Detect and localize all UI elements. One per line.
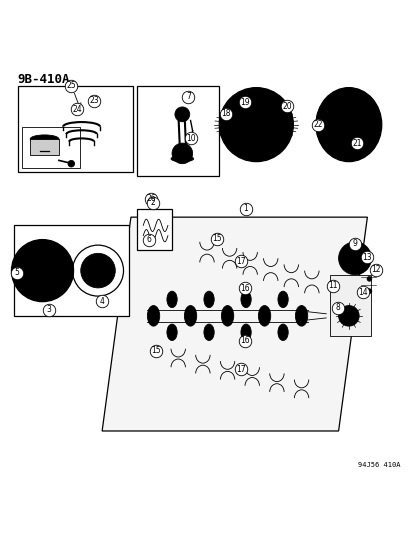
Text: 16: 16 [240, 284, 249, 293]
Circle shape [172, 143, 192, 164]
Text: 6: 6 [147, 235, 152, 244]
Circle shape [241, 127, 247, 134]
Text: 18: 18 [220, 109, 230, 118]
Text: 5: 5 [14, 268, 19, 277]
Text: 11: 11 [328, 281, 337, 290]
Ellipse shape [315, 92, 373, 158]
Circle shape [344, 248, 347, 251]
Ellipse shape [30, 135, 59, 143]
Text: 9: 9 [352, 239, 356, 248]
Text: 15: 15 [212, 235, 221, 244]
Circle shape [365, 256, 368, 260]
Text: 26: 26 [146, 194, 156, 203]
Circle shape [343, 311, 353, 321]
Text: 3: 3 [46, 305, 51, 314]
Circle shape [353, 269, 356, 272]
Circle shape [264, 127, 271, 134]
Text: 17: 17 [236, 257, 245, 265]
Circle shape [353, 244, 356, 248]
Circle shape [89, 262, 107, 280]
Ellipse shape [321, 110, 366, 139]
Circle shape [366, 289, 371, 294]
Text: 21: 21 [351, 139, 361, 148]
Ellipse shape [277, 324, 287, 341]
Bar [137, 86, 219, 176]
Text: 16: 16 [240, 336, 249, 345]
Circle shape [247, 115, 265, 134]
Circle shape [219, 87, 293, 161]
Text: 17: 17 [236, 365, 245, 374]
Ellipse shape [204, 291, 214, 308]
Ellipse shape [221, 305, 233, 326]
Ellipse shape [171, 156, 193, 162]
Circle shape [346, 250, 362, 266]
Circle shape [18, 246, 67, 295]
Circle shape [241, 116, 247, 122]
Circle shape [338, 305, 358, 326]
Text: 20: 20 [282, 102, 291, 111]
Ellipse shape [204, 324, 214, 341]
Text: 22: 22 [313, 120, 322, 129]
Text: 19: 19 [240, 98, 249, 107]
Ellipse shape [184, 305, 196, 326]
Bar [330, 274, 370, 336]
Text: 94J56 410A: 94J56 410A [357, 462, 399, 468]
Ellipse shape [328, 114, 360, 135]
Circle shape [34, 262, 51, 279]
Text: 25: 25 [66, 81, 76, 90]
Text: 23: 23 [89, 96, 98, 106]
Polygon shape [102, 217, 366, 431]
Circle shape [178, 110, 186, 118]
Circle shape [81, 253, 115, 288]
Circle shape [234, 102, 278, 147]
Text: 24: 24 [72, 104, 82, 114]
Ellipse shape [315, 87, 381, 161]
Text: 2: 2 [150, 198, 155, 207]
Circle shape [264, 116, 271, 122]
Text: 14: 14 [358, 288, 367, 297]
Bar [30, 139, 59, 156]
Text: 7: 7 [185, 92, 190, 101]
Ellipse shape [295, 305, 307, 326]
Text: 15: 15 [150, 346, 160, 356]
Ellipse shape [147, 305, 159, 326]
Ellipse shape [339, 119, 349, 130]
Bar [18, 86, 133, 172]
Ellipse shape [277, 291, 287, 308]
Circle shape [176, 147, 188, 159]
Circle shape [338, 242, 370, 274]
Circle shape [340, 256, 344, 260]
Text: 1: 1 [243, 205, 248, 213]
Text: 12: 12 [370, 265, 380, 274]
Text: 13: 13 [362, 253, 371, 262]
Bar [137, 209, 172, 250]
Circle shape [366, 277, 371, 281]
Text: 4: 4 [100, 297, 104, 306]
Ellipse shape [166, 324, 177, 341]
Ellipse shape [258, 305, 270, 326]
Text: 9B-410A: 9B-410A [18, 73, 70, 86]
Text: 8: 8 [335, 303, 339, 312]
Ellipse shape [240, 324, 251, 341]
Bar [22, 127, 79, 168]
Ellipse shape [166, 291, 177, 308]
Circle shape [361, 248, 365, 251]
Ellipse shape [240, 291, 251, 308]
Circle shape [344, 265, 347, 269]
Circle shape [68, 160, 74, 167]
Circle shape [24, 252, 61, 289]
Circle shape [361, 265, 365, 269]
Circle shape [175, 107, 189, 122]
Circle shape [12, 240, 73, 302]
Ellipse shape [315, 106, 373, 143]
Bar [14, 225, 128, 316]
Text: 10: 10 [186, 134, 196, 143]
